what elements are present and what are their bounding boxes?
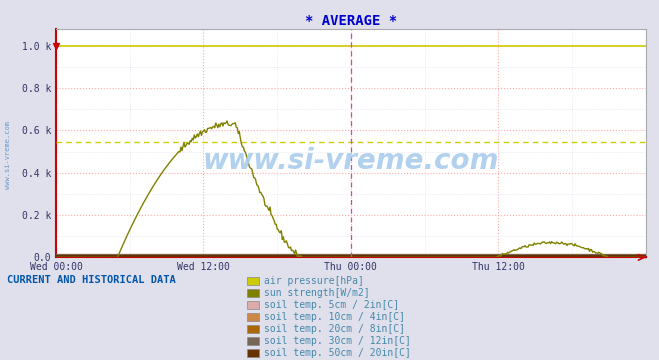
Text: sun strength[W/m2]: sun strength[W/m2] [264,288,369,298]
Text: soil temp. 30cm / 12in[C]: soil temp. 30cm / 12in[C] [264,336,411,346]
Text: CURRENT AND HISTORICAL DATA: CURRENT AND HISTORICAL DATA [7,275,175,285]
Text: soil temp. 20cm / 8in[C]: soil temp. 20cm / 8in[C] [264,324,405,334]
Text: soil temp. 5cm / 2in[C]: soil temp. 5cm / 2in[C] [264,300,399,310]
Text: www.si-vreme.com: www.si-vreme.com [5,121,11,189]
Text: air pressure[hPa]: air pressure[hPa] [264,276,364,286]
Text: soil temp. 50cm / 20in[C]: soil temp. 50cm / 20in[C] [264,348,411,357]
Text: soil temp. 10cm / 4in[C]: soil temp. 10cm / 4in[C] [264,312,405,322]
Title: * AVERAGE *: * AVERAGE * [305,14,397,28]
Text: www.si-vreme.com: www.si-vreme.com [203,147,499,175]
